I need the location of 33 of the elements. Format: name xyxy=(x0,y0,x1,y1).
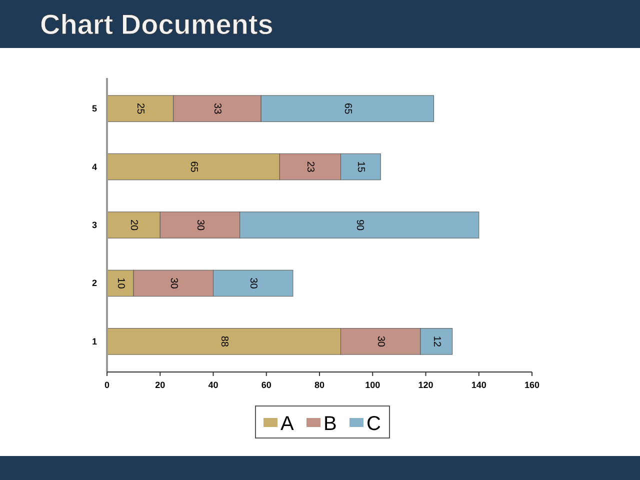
y-tick-label: 2 xyxy=(92,278,97,288)
data-label: 30 xyxy=(168,278,179,290)
data-label: 15 xyxy=(355,161,366,173)
x-tick-label: 40 xyxy=(208,380,218,390)
x-tick-label: 160 xyxy=(524,380,540,390)
y-tick-label: 5 xyxy=(92,104,97,114)
data-label: 88 xyxy=(218,336,230,348)
legend-label: B xyxy=(324,413,337,435)
x-tick-label: 120 xyxy=(418,380,434,390)
y-tick-label: 3 xyxy=(92,220,97,230)
data-label: 30 xyxy=(194,219,206,231)
x-tick-label: 0 xyxy=(104,380,110,390)
data-label: 20 xyxy=(128,219,140,231)
legend-label: C xyxy=(366,413,381,435)
data-label: 33 xyxy=(212,103,223,115)
x-tick-label: 100 xyxy=(365,380,380,390)
data-label: 90 xyxy=(354,219,365,231)
data-label: 65 xyxy=(342,103,353,115)
data-label: 65 xyxy=(188,161,199,173)
legend-label: A xyxy=(280,413,294,435)
y-tick-label: 1 xyxy=(92,336,97,346)
x-tick-label: 20 xyxy=(155,380,166,390)
chart-title: Chart Documents xyxy=(40,9,274,40)
data-label: 30 xyxy=(375,336,386,348)
x-tick-label: 140 xyxy=(471,380,486,390)
data-label: 23 xyxy=(304,161,316,173)
data-label: 25 xyxy=(134,103,146,115)
data-label: 10 xyxy=(114,278,126,290)
data-label: 30 xyxy=(248,278,259,290)
y-tick-label: 4 xyxy=(92,162,97,172)
x-tick-label: 60 xyxy=(261,380,272,390)
data-label: 12 xyxy=(430,336,442,348)
x-tick-label: 80 xyxy=(314,380,325,390)
